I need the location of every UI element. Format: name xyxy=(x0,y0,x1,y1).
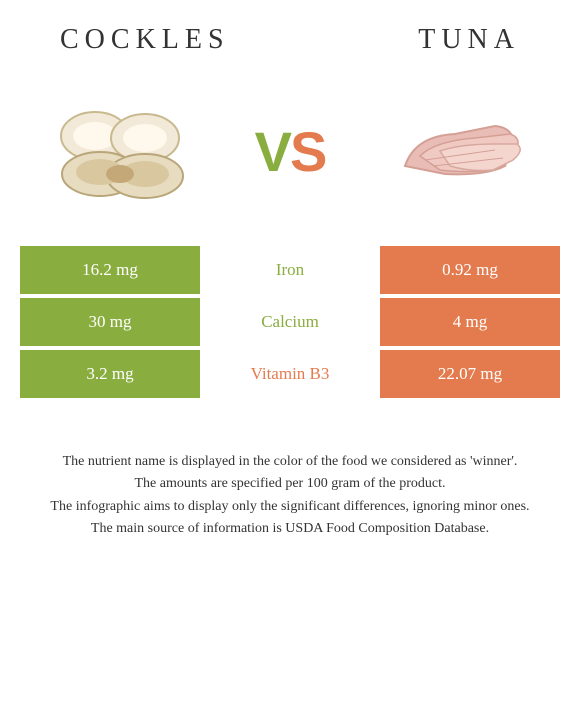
left-value: 3.2 mg xyxy=(20,350,200,398)
right-value: 4 mg xyxy=(380,298,560,346)
table-row: 3.2 mg Vitamin B3 22.07 mg xyxy=(20,350,560,398)
footnote-line: The infographic aims to display only the… xyxy=(24,497,556,517)
left-value: 16.2 mg xyxy=(20,246,200,294)
cockles-image xyxy=(40,91,200,211)
footnote-line: The nutrient name is displayed in the co… xyxy=(24,452,556,472)
vs-label: VS xyxy=(255,119,326,184)
right-value: 0.92 mg xyxy=(380,246,560,294)
nutrient-name: Iron xyxy=(200,246,380,294)
footnote-line: The amounts are specified per 100 gram o… xyxy=(24,474,556,494)
images-row: VS xyxy=(0,66,580,246)
nutrient-name: Calcium xyxy=(200,298,380,346)
nutrient-table: 16.2 mg Iron 0.92 mg 30 mg Calcium 4 mg … xyxy=(0,246,580,398)
table-row: 16.2 mg Iron 0.92 mg xyxy=(20,246,560,294)
left-value: 30 mg xyxy=(20,298,200,346)
footnotes: The nutrient name is displayed in the co… xyxy=(0,402,580,539)
header-row: Cockles Tuna xyxy=(0,0,580,66)
table-row: 30 mg Calcium 4 mg xyxy=(20,298,560,346)
right-value: 22.07 mg xyxy=(380,350,560,398)
tuna-image xyxy=(380,91,540,211)
right-food-title: Tuna xyxy=(418,24,520,56)
vs-s: S xyxy=(290,120,325,183)
nutrient-name: Vitamin B3 xyxy=(200,350,380,398)
vs-v: V xyxy=(255,120,290,183)
footnote-line: The main source of information is USDA F… xyxy=(24,519,556,539)
left-food-title: Cockles xyxy=(60,24,230,56)
